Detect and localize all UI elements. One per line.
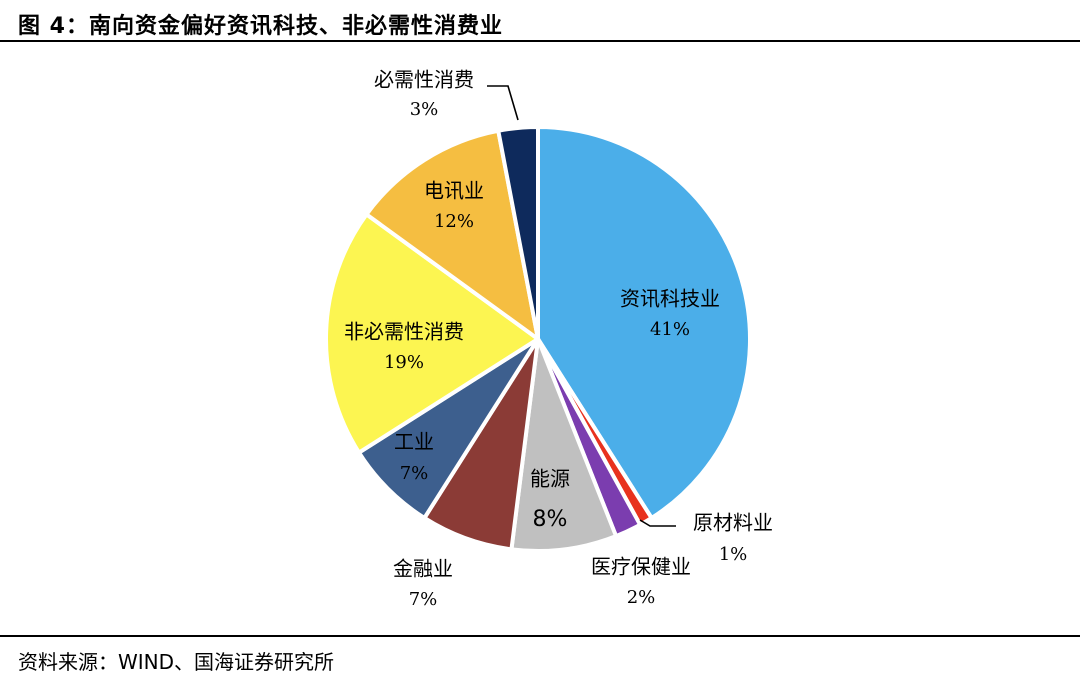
slice-value-label: 2% — [627, 587, 656, 608]
leader-line — [487, 85, 519, 121]
slice-label: 非必需性消费 — [344, 320, 464, 344]
slice-value-label: 7% — [409, 589, 438, 610]
slice-value-label: 1% — [719, 544, 748, 565]
slice-value-label: 19% — [384, 352, 424, 373]
leader-line — [639, 519, 676, 527]
slice-value-label: 3% — [410, 99, 439, 120]
slice-value-label: 12% — [434, 211, 474, 232]
slice-label: 必需性消费 — [374, 68, 474, 92]
pie-slice — [496, 125, 540, 341]
slice-value-label: 7% — [400, 463, 429, 484]
slice-label: 资讯科技业 — [620, 287, 720, 311]
slice-value-label: 41% — [650, 319, 690, 340]
slice-label: 工业 — [394, 430, 434, 454]
slice-label: 金融业 — [393, 557, 453, 581]
figure-title: 图 4：南向资金偏好资讯科技、非必需性消费业 — [18, 14, 503, 39]
pie-slice — [364, 128, 540, 341]
slice-label: 医疗保健业 — [591, 555, 691, 579]
pie-slice — [323, 212, 540, 455]
pie-slice — [509, 337, 619, 553]
top-rule — [0, 40, 1080, 42]
slice-label: 能源 — [530, 467, 570, 491]
slice-value-label: 8% — [533, 507, 568, 532]
bottom-rule — [0, 635, 1080, 637]
slice-labels: 资讯科技业 41% 原材料业 1% 医疗保健业 2% 能源 8% 金融业 7% 工业 7% 非必需性消费… — [344, 68, 773, 611]
slice-label: 原材料业 — [693, 511, 773, 535]
source-note: 资料来源：WIND、国海证券研究所 — [18, 650, 335, 674]
slice-label: 电讯业 — [424, 179, 484, 203]
leader-lines — [487, 85, 676, 527]
pie-slices — [323, 125, 753, 553]
